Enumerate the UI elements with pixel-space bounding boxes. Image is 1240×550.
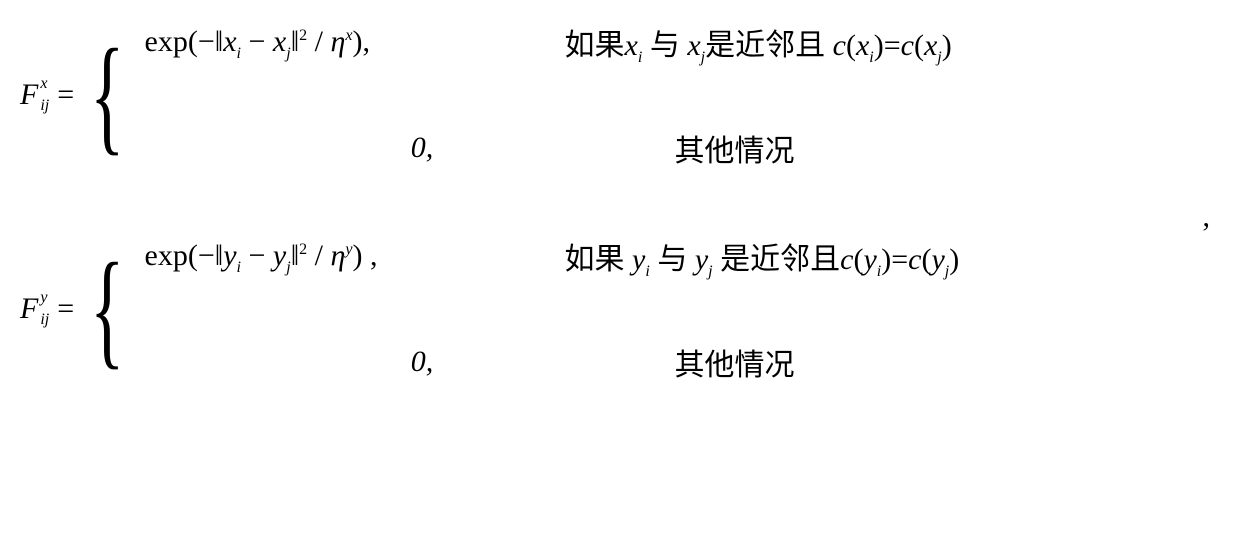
equation-fx: F x ij = { exp(−‖xi − xj‖2 / ηx), 如果xi 与… bbox=[20, 20, 1220, 170]
fx-F: F bbox=[20, 78, 38, 112]
fx-c2: c bbox=[901, 29, 914, 62]
fx-case1: exp(−‖xi − xj‖2 / ηx), 如果xi 与 xj是近邻且 c(x… bbox=[145, 20, 952, 67]
fx-case2: 0, 其他情况 bbox=[145, 126, 952, 170]
fx-case2-cond: 其他情况 bbox=[675, 126, 795, 170]
fy-norm-l: ‖ bbox=[215, 239, 223, 272]
fx-exp: exp(− bbox=[145, 25, 215, 58]
fy-cond-prefix: 如果 bbox=[565, 243, 633, 276]
fx-sup: x bbox=[40, 76, 49, 92]
fy-sub: ij bbox=[40, 312, 49, 328]
fx-c1: c bbox=[825, 29, 846, 62]
fx-p2: ( bbox=[914, 29, 924, 62]
fy-cv1: y bbox=[863, 243, 876, 276]
fy-case2: 0, 其他情况 bbox=[145, 340, 960, 384]
fy-eta: η bbox=[330, 239, 345, 272]
fy-case1-cond: 如果 yi 与 yj 是近邻且c(yi)=c(yj) bbox=[565, 234, 960, 281]
fy-lhs: F y ij bbox=[20, 290, 49, 328]
fy-ceq: )= bbox=[881, 243, 908, 276]
fy-sq: 2 bbox=[299, 241, 307, 258]
fx-cond-xj: x bbox=[687, 29, 700, 62]
fx-div: / bbox=[307, 25, 330, 58]
fy-c1: c bbox=[840, 243, 853, 276]
fx-case1-cond: 如果xi 与 xj是近邻且 c(xi)=c(xj) bbox=[565, 20, 952, 67]
fy-cv2: y bbox=[931, 243, 944, 276]
fx-cond-mid: 是近邻且 bbox=[705, 29, 825, 62]
fy-sup: y bbox=[40, 290, 49, 306]
fy-subsup: y ij bbox=[40, 290, 49, 328]
fx-subsup: x ij bbox=[40, 76, 49, 114]
fx-cv1: x bbox=[856, 29, 869, 62]
fy-exp: exp(− bbox=[145, 239, 215, 272]
fx-cond-prefix: 如果 bbox=[565, 29, 625, 62]
fx-equals: = bbox=[57, 78, 74, 112]
fy-cond-yi: y bbox=[632, 243, 645, 276]
fy-cond-yj: y bbox=[695, 243, 708, 276]
fy-yi: y bbox=[223, 239, 236, 272]
fy-cond-mid: 是近邻且 bbox=[713, 243, 841, 276]
fy-c2: c bbox=[908, 243, 921, 276]
fy-p2: ( bbox=[921, 243, 931, 276]
fy-case1-expr: exp(−‖yi − yj‖2 / ηy) , bbox=[145, 239, 545, 277]
fx-lhs: F x ij bbox=[20, 76, 49, 114]
fy-equals: = bbox=[57, 292, 74, 326]
fy-cond-and: 与 bbox=[650, 243, 695, 276]
fy-div: / bbox=[307, 239, 330, 272]
separator-comma: , bbox=[20, 200, 1220, 234]
fy-brace: { bbox=[90, 251, 124, 368]
fy-case2-cond: 其他情况 bbox=[675, 340, 795, 384]
fx-xi: x bbox=[223, 25, 236, 58]
fy-cases: exp(−‖yi − yj‖2 / ηy) , 如果 yi 与 yj 是近邻且c… bbox=[145, 234, 960, 384]
fy-cend: ) bbox=[949, 243, 959, 276]
fy-yj: y bbox=[273, 239, 286, 272]
fx-cond-xi: x bbox=[625, 29, 638, 62]
fx-case1-expr: exp(−‖xi − xj‖2 / ηx), bbox=[145, 25, 545, 63]
fy-case2-expr: 0, bbox=[145, 345, 545, 379]
fy-F: F bbox=[20, 292, 38, 326]
fx-cv2: x bbox=[924, 29, 937, 62]
fx-cond-and: 与 bbox=[642, 29, 687, 62]
fx-xj: x bbox=[273, 25, 286, 58]
fy-close: ) , bbox=[352, 239, 377, 272]
fx-cend: ) bbox=[942, 29, 952, 62]
fy-minus: − bbox=[241, 239, 273, 272]
fx-norm-l: ‖ bbox=[215, 25, 223, 58]
fy-case1: exp(−‖yi − yj‖2 / ηy) , 如果 yi 与 yj 是近邻且c… bbox=[145, 234, 960, 281]
fx-close: ), bbox=[352, 25, 370, 58]
fy-norm-r: ‖ bbox=[291, 239, 299, 272]
fx-sub: ij bbox=[40, 98, 49, 114]
fx-cases: exp(−‖xi − xj‖2 / ηx), 如果xi 与 xj是近邻且 c(x… bbox=[145, 20, 952, 170]
fx-norm-r: ‖ bbox=[291, 25, 299, 58]
equation-fy: F y ij = { exp(−‖yi − yj‖2 / ηy) , 如果 yi… bbox=[20, 234, 1220, 384]
fx-sq: 2 bbox=[299, 27, 307, 44]
fx-minus: − bbox=[241, 25, 273, 58]
fx-case2-expr: 0, bbox=[145, 131, 545, 165]
fx-eta: η bbox=[330, 25, 345, 58]
fx-ceq: )= bbox=[874, 29, 901, 62]
fx-p1: ( bbox=[846, 29, 856, 62]
fx-brace: { bbox=[90, 37, 124, 154]
fy-p1: ( bbox=[853, 243, 863, 276]
